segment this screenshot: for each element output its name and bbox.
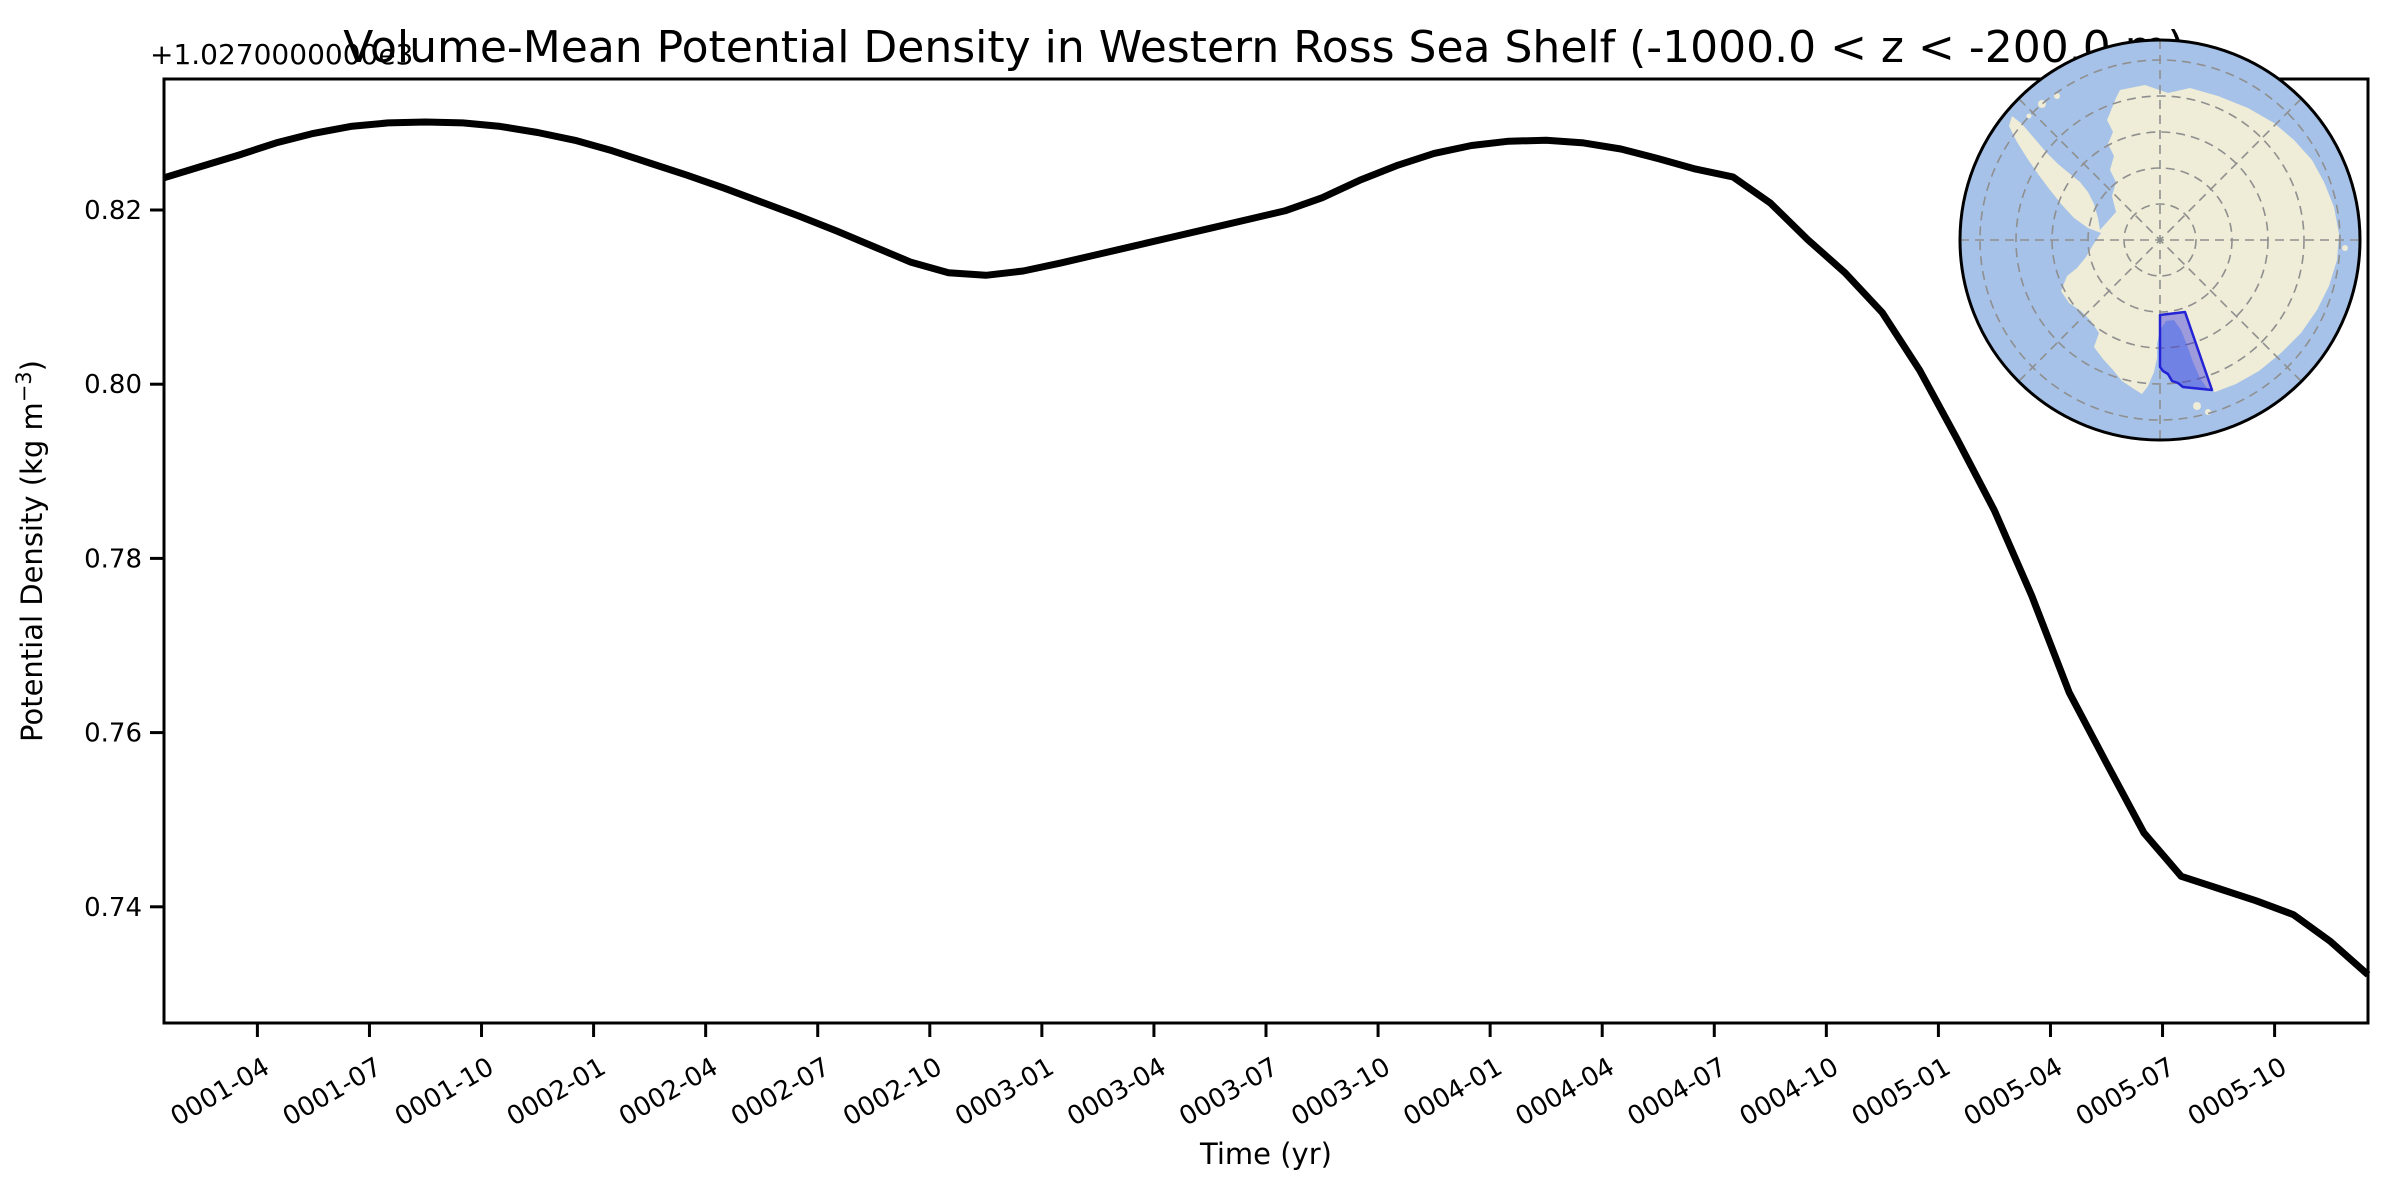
y-axis-label: Potential Density (kg m−3) xyxy=(12,360,49,742)
x-tick-label: 0004-07 xyxy=(1623,1052,1732,1132)
x-tick-label: 0005-10 xyxy=(2183,1052,2292,1132)
map-region-highlight xyxy=(2158,310,2214,392)
chart-title: Volume-Mean Potential Density in Western… xyxy=(343,22,2184,73)
x-tick-label: 0004-10 xyxy=(1735,1052,1844,1132)
y-tick-label: 0.80 xyxy=(84,370,142,400)
y-axis-label-main: Potential Density (kg m xyxy=(15,402,49,742)
x-tick-label: 0002-07 xyxy=(726,1052,835,1132)
y-tick-label: 0.82 xyxy=(84,196,142,226)
x-tick-label: 0001-04 xyxy=(166,1052,275,1132)
x-tick-label: 0001-10 xyxy=(390,1052,499,1132)
x-tick-label: 0004-04 xyxy=(1511,1052,1620,1132)
x-tick-label: 0004-01 xyxy=(1399,1052,1508,1132)
map-outline xyxy=(1958,38,2362,442)
x-tick-label: 0002-01 xyxy=(502,1052,611,1132)
x-tick-label: 0002-10 xyxy=(838,1052,947,1132)
y-tick-label: 0.74 xyxy=(84,893,142,923)
map-graticule xyxy=(1960,40,2360,440)
y-tick-label: 0.76 xyxy=(84,719,142,749)
x-tick-label: 0001-07 xyxy=(278,1052,387,1132)
x-tick-label: 0003-01 xyxy=(950,1052,1059,1132)
y-axis-ticks: 0.82 0.80 0.78 0.76 0.74 xyxy=(84,196,164,923)
y-axis-label-end: ) xyxy=(15,360,49,371)
y-axis-offset-text: +1.0270000000e3 xyxy=(150,38,413,71)
y-tick-label: 0.78 xyxy=(84,544,142,574)
inset-map xyxy=(1958,38,2362,442)
x-tick-label: 0005-01 xyxy=(1847,1052,1956,1132)
x-tick-label: 0003-10 xyxy=(1286,1052,1395,1132)
x-tick-label: 0002-04 xyxy=(614,1052,723,1132)
x-tick-label: 0003-04 xyxy=(1062,1052,1171,1132)
x-axis-ticks: 0001-04 0001-07 0001-10 0002-01 0002-04 0002-… xyxy=(166,1023,2292,1132)
x-tick-label: 0005-07 xyxy=(2071,1052,2180,1132)
x-axis-label: Time (yr) xyxy=(1199,1137,1332,1171)
x-tick-label: 0005-04 xyxy=(1959,1052,2068,1132)
x-tick-label: 0003-07 xyxy=(1174,1052,1283,1132)
density-line-series xyxy=(162,118,2371,978)
y-axis-label-superscript: −3 xyxy=(12,371,36,402)
